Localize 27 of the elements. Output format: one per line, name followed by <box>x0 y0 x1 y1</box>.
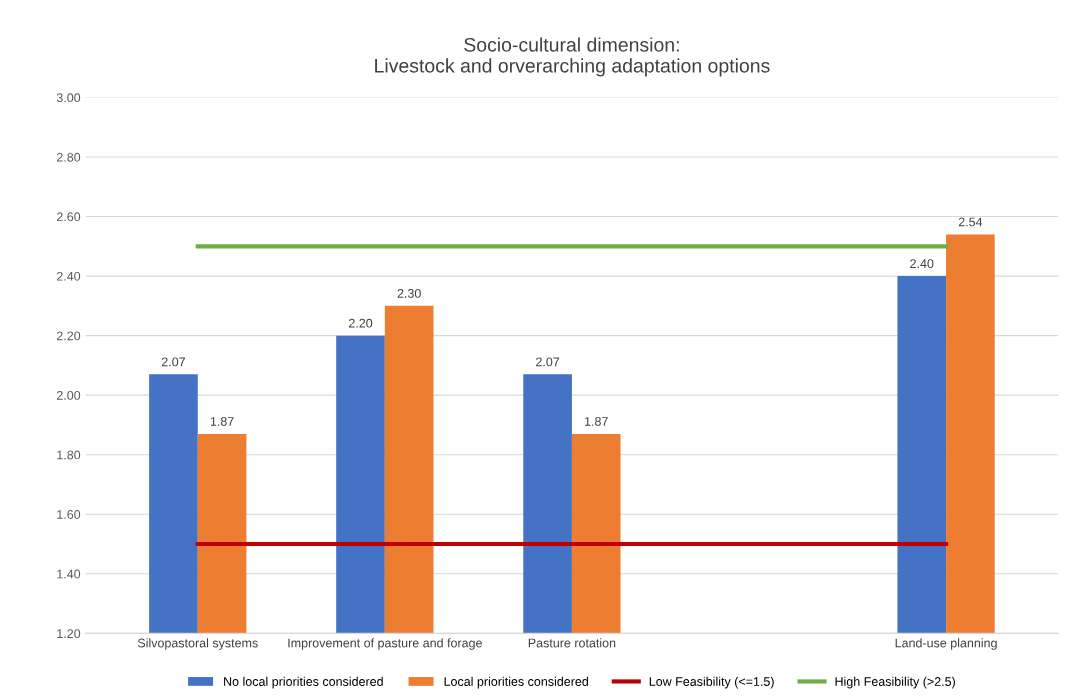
legend-label: Local priorities considered <box>444 676 588 689</box>
x-tick-label: Silvopastoral systems <box>137 638 258 650</box>
data-label: 1.87 <box>210 417 234 426</box>
y-tick-label: 1.40 <box>57 569 81 579</box>
y-tick-label: 3.00 <box>56 93 81 103</box>
y-tick-label: 2.60 <box>56 212 81 222</box>
data-label: 2.07 <box>161 357 185 367</box>
chart-title: Socio-cultural dimension: Livestock and orverarching adaptation options <box>375 37 770 77</box>
x-tick-label: Pasture rotation <box>528 638 616 648</box>
y-tick-label: 2.40 <box>56 271 81 281</box>
data-label: 1.87 <box>585 417 608 426</box>
x-tick-label: Improvement of pasture and forage <box>288 638 482 650</box>
x-tick-label: Land-use planning <box>895 638 997 650</box>
data-label: 2.54 <box>958 217 983 227</box>
y-tick-label: 1.20 <box>57 629 81 639</box>
data-label: 2.40 <box>910 259 934 269</box>
legend-label: Low Feasibility (<=1.5) <box>649 676 774 689</box>
legend-label: No local priorities considered <box>224 676 383 689</box>
data-label: 2.07 <box>536 357 560 367</box>
y-tick-label: 2.20 <box>56 331 81 341</box>
y-tick-label: 1.60 <box>57 510 81 519</box>
y-tick-label: 1.80 <box>57 450 81 460</box>
data-label: 2.30 <box>397 288 421 298</box>
y-tick-label: 2.80 <box>56 152 81 162</box>
data-label: 2.20 <box>348 318 373 328</box>
legend-label: High Feasibility (>2.5) <box>835 676 955 689</box>
y-tick-label: 2.00 <box>56 390 81 400</box>
